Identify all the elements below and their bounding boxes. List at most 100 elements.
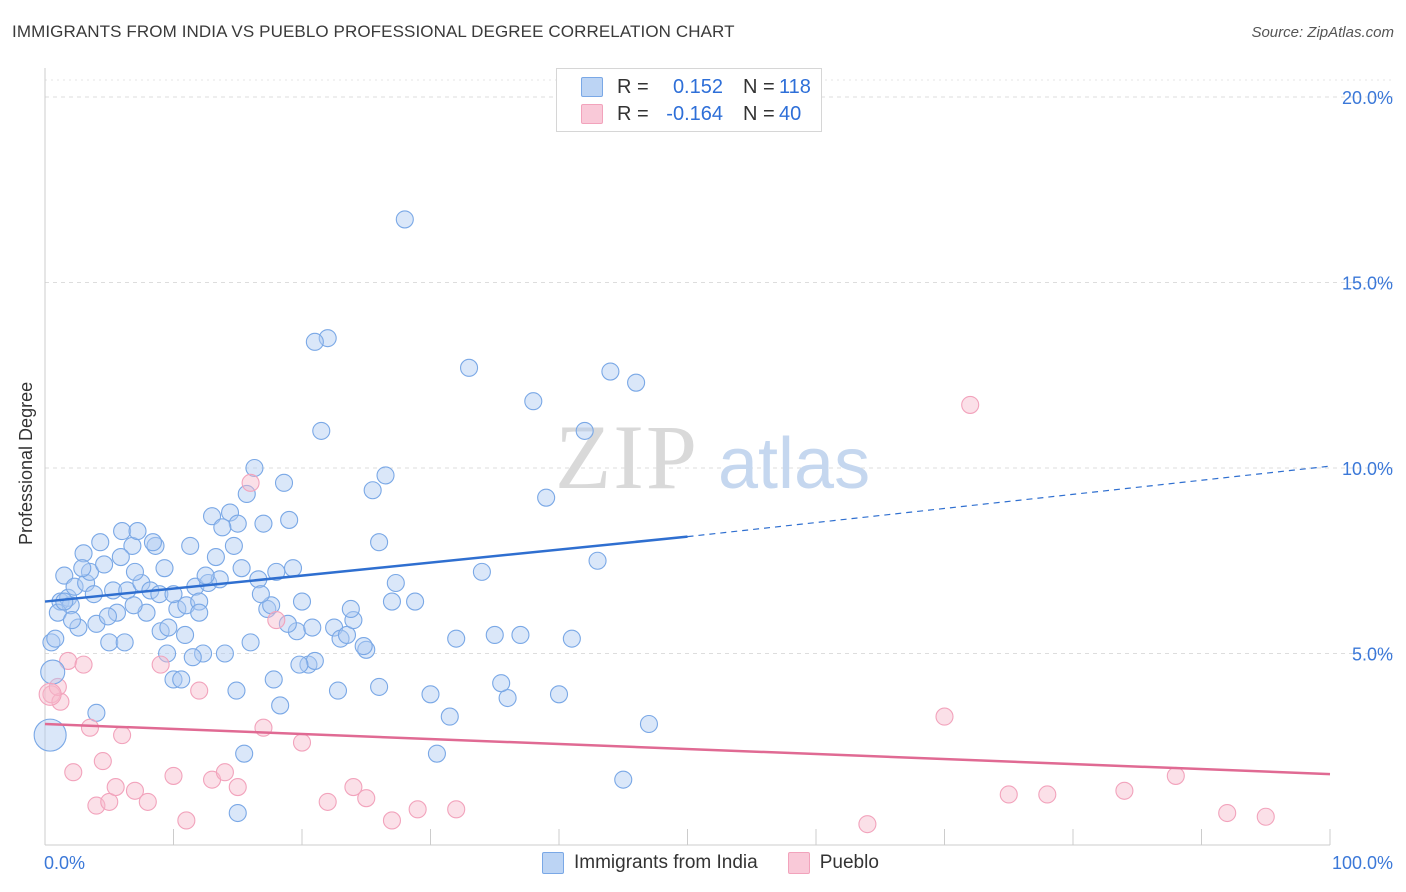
legend-item-pueblo: Pueblo [787,852,879,874]
india-point [386,573,405,593]
y-tick-label: 15.0% [1342,274,1393,294]
india-point [382,592,402,611]
pueblo-point [42,685,61,704]
india-point [472,562,491,581]
india-point [537,488,556,507]
india-legend-swatch [542,852,564,874]
india-point [113,522,132,541]
india-point [228,514,247,533]
india-point [172,670,191,689]
n-value: 40 [779,102,802,125]
india-point [254,514,273,533]
india-point [33,718,67,752]
legend-row-pueblo: R = -0.164 N = 40 [581,101,801,127]
india-point [194,644,213,663]
india-point [235,744,254,763]
india-point [549,685,569,704]
india-point [614,770,633,789]
pueblo-point [164,766,183,785]
india-point [107,603,127,622]
india-point [232,559,251,578]
india-point [227,681,246,700]
india-point [181,536,200,555]
pueblo-point [344,778,363,797]
x-tick-label: 100.0% [1332,853,1393,873]
pueblo-point [357,789,376,808]
india-point [251,585,270,604]
india-point [65,577,84,596]
india-point [376,466,395,485]
india-point [427,744,446,763]
india-point [511,625,530,645]
india-point [492,674,511,693]
pueblo-point [93,752,112,771]
india-point [245,458,264,478]
india-point [370,533,389,552]
india-point [213,518,232,537]
pueblo-point [125,781,144,800]
pueblo-swatch [581,104,603,124]
india-point [341,599,360,619]
pueblo-point [64,763,83,782]
india-point [143,533,162,552]
india-point [164,670,183,689]
india-point [639,714,659,734]
india-point [290,655,309,674]
india-point [46,629,65,648]
watermark-atlas: atlas [718,424,870,504]
india-point [627,373,646,392]
r-value: 0.152 [672,75,723,98]
pueblo-point [190,681,209,700]
india-point [344,611,363,630]
watermark-zip: ZIP [555,406,699,508]
india-point [111,547,130,567]
pueblo-point [38,682,62,706]
india-point [278,614,297,633]
india-point [363,481,382,500]
india-point [203,507,222,526]
india-point [228,803,247,823]
trend-lines [44,465,1331,776]
pueblo-point [999,785,1018,804]
pueblo-point [151,655,170,674]
pueblo-point [267,611,286,630]
r-label: R = [617,102,649,125]
pueblo-point [1256,807,1275,826]
india-trend-extension [687,465,1331,538]
pueblo-point [106,778,125,797]
series-legend: Immigrants from India Pueblo [542,852,909,874]
correlation-legend: R = 0.152 N = 118 R = -0.164 N = 40 [556,68,822,132]
india-legend-label: Immigrants from India [574,852,758,873]
india-point [55,592,74,611]
r-label: R = [617,75,649,98]
chart-source: Source: ZipAtlas.com [1251,24,1394,41]
india-point [287,622,306,641]
india-point [84,585,103,604]
india-point [280,510,299,529]
india-point [328,681,348,700]
n-label: N = [743,102,775,125]
y-tick-label: 20.0% [1342,88,1393,108]
r-value: -0.164 [666,102,723,125]
india-point [206,547,225,567]
india-point [124,596,143,615]
india-point [183,648,202,667]
india-point [168,599,187,619]
data-points [33,210,1275,834]
india-point [524,392,543,411]
pueblo-point [318,792,337,811]
india-point [440,707,459,726]
india-point [562,629,581,648]
india-point [100,633,119,652]
chart-title: IMMIGRANTS FROM INDIA VS PUEBLO PROFESSI… [12,22,735,41]
india-point [395,210,414,229]
pueblo-point [1166,766,1185,785]
india-point [62,611,82,630]
pueblo-point [292,733,312,752]
india-point [95,555,114,574]
india-point [190,603,209,622]
india-point [176,625,195,645]
pueblo-point [215,763,234,782]
india-point [575,421,594,440]
